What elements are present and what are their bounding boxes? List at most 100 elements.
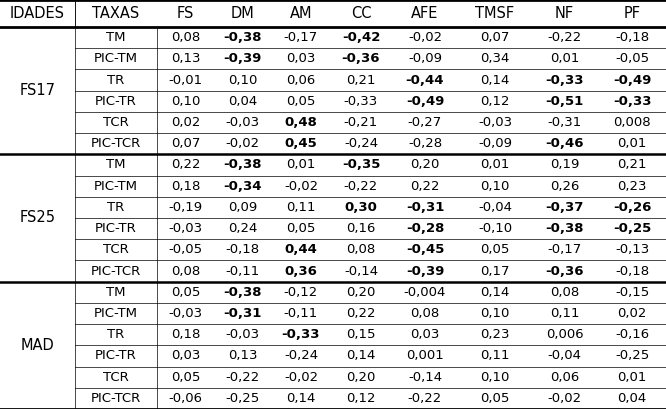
Text: -0,31: -0,31 xyxy=(223,307,262,320)
Text: -0,33: -0,33 xyxy=(613,95,651,108)
Text: 0,26: 0,26 xyxy=(550,180,579,193)
Text: -0,09: -0,09 xyxy=(478,137,512,150)
Text: -0,02: -0,02 xyxy=(284,180,318,193)
Text: 0,14: 0,14 xyxy=(286,392,316,405)
Text: 0,03: 0,03 xyxy=(286,52,316,65)
Text: AFE: AFE xyxy=(412,6,439,21)
Text: 0,03: 0,03 xyxy=(170,349,200,362)
Text: 0,24: 0,24 xyxy=(228,222,257,235)
Text: DM: DM xyxy=(230,6,254,21)
Text: -0,22: -0,22 xyxy=(344,180,378,193)
Text: 0,22: 0,22 xyxy=(410,180,440,193)
Text: -0,49: -0,49 xyxy=(613,74,651,87)
Text: -0,28: -0,28 xyxy=(406,222,444,235)
Text: -0,05: -0,05 xyxy=(615,52,649,65)
Text: 0,05: 0,05 xyxy=(480,243,509,256)
Text: 0,11: 0,11 xyxy=(549,307,579,320)
Text: 0,14: 0,14 xyxy=(480,74,509,87)
Text: 0,48: 0,48 xyxy=(284,116,318,129)
Text: PIC-TM: PIC-TM xyxy=(94,52,138,65)
Text: -0,38: -0,38 xyxy=(223,286,262,299)
Text: 0,34: 0,34 xyxy=(480,52,509,65)
Text: TCR: TCR xyxy=(103,371,129,384)
Text: -0,02: -0,02 xyxy=(547,392,581,405)
Text: 0,16: 0,16 xyxy=(346,222,376,235)
Text: PIC-TR: PIC-TR xyxy=(95,95,137,108)
Text: PIC-TCR: PIC-TCR xyxy=(91,392,141,405)
Text: -0,17: -0,17 xyxy=(547,243,581,256)
Text: AM: AM xyxy=(290,6,312,21)
Text: TAXAS: TAXAS xyxy=(93,6,140,21)
Text: -0,06: -0,06 xyxy=(168,392,202,405)
Text: 0,05: 0,05 xyxy=(286,222,316,235)
Text: 0,13: 0,13 xyxy=(170,52,200,65)
Text: NF: NF xyxy=(555,6,574,21)
Text: -0,004: -0,004 xyxy=(404,286,446,299)
Text: -0,33: -0,33 xyxy=(344,95,378,108)
Text: -0,45: -0,45 xyxy=(406,243,444,256)
Text: -0,14: -0,14 xyxy=(344,265,378,278)
Text: -0,31: -0,31 xyxy=(406,201,444,214)
Text: 0,02: 0,02 xyxy=(170,116,200,129)
Text: -0,09: -0,09 xyxy=(408,52,442,65)
Text: TM: TM xyxy=(107,286,126,299)
Text: -0,44: -0,44 xyxy=(406,74,444,87)
Text: 0,05: 0,05 xyxy=(170,286,200,299)
Text: TR: TR xyxy=(107,328,125,341)
Text: 0,02: 0,02 xyxy=(617,307,647,320)
Text: PF: PF xyxy=(623,6,641,21)
Text: 0,04: 0,04 xyxy=(228,95,257,108)
Text: -0,14: -0,14 xyxy=(408,371,442,384)
Text: -0,03: -0,03 xyxy=(478,116,512,129)
Text: FS17: FS17 xyxy=(19,83,55,98)
Text: 0,10: 0,10 xyxy=(480,307,509,320)
Text: 0,01: 0,01 xyxy=(617,371,647,384)
Text: 0,12: 0,12 xyxy=(346,392,376,405)
Text: 0,05: 0,05 xyxy=(480,392,509,405)
Text: 0,03: 0,03 xyxy=(410,328,440,341)
Text: 0,10: 0,10 xyxy=(228,74,257,87)
Text: 0,01: 0,01 xyxy=(480,158,509,171)
Text: 0,12: 0,12 xyxy=(480,95,509,108)
Text: -0,21: -0,21 xyxy=(344,116,378,129)
Text: 0,23: 0,23 xyxy=(617,180,647,193)
Text: 0,17: 0,17 xyxy=(480,265,509,278)
Text: 0,10: 0,10 xyxy=(480,371,509,384)
Text: 0,01: 0,01 xyxy=(550,52,579,65)
Text: 0,01: 0,01 xyxy=(617,137,647,150)
Text: 0,21: 0,21 xyxy=(617,158,647,171)
Text: 0,08: 0,08 xyxy=(171,265,200,278)
Text: -0,36: -0,36 xyxy=(342,52,380,65)
Text: 0,04: 0,04 xyxy=(617,392,647,405)
Text: 0,21: 0,21 xyxy=(346,74,376,87)
Text: 0,08: 0,08 xyxy=(550,286,579,299)
Text: -0,02: -0,02 xyxy=(225,137,260,150)
Text: TCR: TCR xyxy=(103,243,129,256)
Text: -0,35: -0,35 xyxy=(342,158,380,171)
Text: TCR: TCR xyxy=(103,116,129,129)
Text: -0,27: -0,27 xyxy=(408,116,442,129)
Text: PIC-TCR: PIC-TCR xyxy=(91,137,141,150)
Text: FS: FS xyxy=(176,6,194,21)
Text: 0,10: 0,10 xyxy=(480,180,509,193)
Text: -0,25: -0,25 xyxy=(225,392,260,405)
Text: -0,33: -0,33 xyxy=(545,74,584,87)
Text: 0,20: 0,20 xyxy=(410,158,440,171)
Text: MAD: MAD xyxy=(21,338,55,353)
Text: -0,10: -0,10 xyxy=(478,222,512,235)
Text: 0,05: 0,05 xyxy=(286,95,316,108)
Text: 0,06: 0,06 xyxy=(286,74,316,87)
Text: 0,18: 0,18 xyxy=(170,328,200,341)
Text: -0,03: -0,03 xyxy=(225,116,260,129)
Text: 0,20: 0,20 xyxy=(346,286,376,299)
Text: -0,04: -0,04 xyxy=(478,201,512,214)
Text: 0,11: 0,11 xyxy=(480,349,509,362)
Text: 0,23: 0,23 xyxy=(480,328,509,341)
Text: -0,34: -0,34 xyxy=(223,180,262,193)
Text: -0,38: -0,38 xyxy=(223,158,262,171)
Text: 0,07: 0,07 xyxy=(170,137,200,150)
Text: TM: TM xyxy=(107,158,126,171)
Text: -0,18: -0,18 xyxy=(615,31,649,44)
Text: 0,36: 0,36 xyxy=(284,265,318,278)
Text: PIC-TR: PIC-TR xyxy=(95,349,137,362)
